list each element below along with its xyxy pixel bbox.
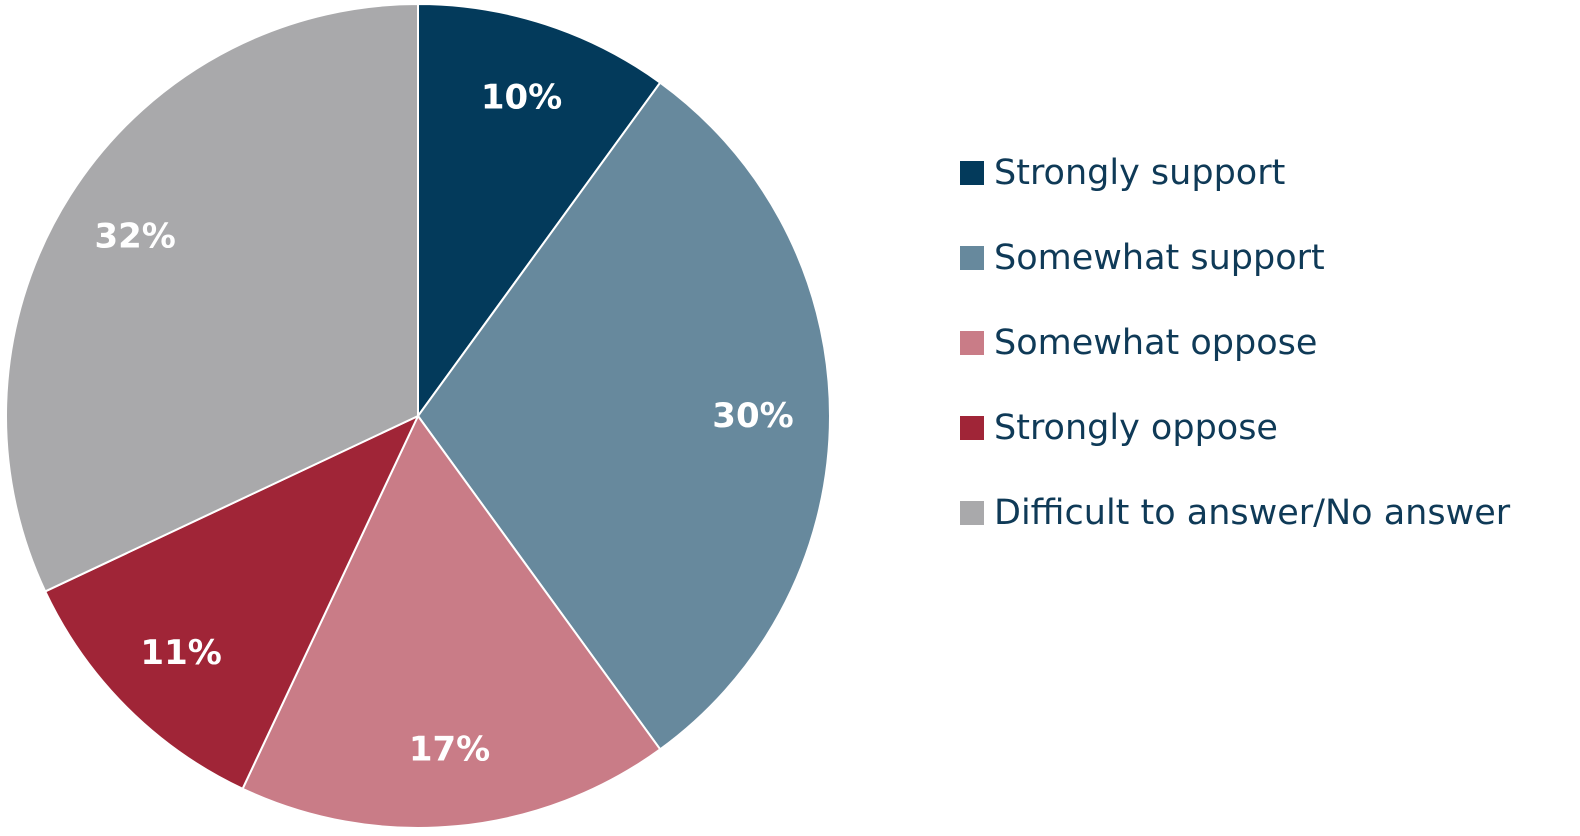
legend-item-somewhat-oppose: Somewhat oppose xyxy=(960,300,1510,385)
pie-slice-strongly-oppose xyxy=(43,413,421,791)
legend-label: Strongly support xyxy=(994,152,1286,193)
data-label: 30% xyxy=(712,396,793,436)
legend-label: Difficult to answer/No answer xyxy=(994,492,1511,533)
legend-item-difficult-to-answer: Difficult to answer/No answer xyxy=(960,470,1510,555)
legend-swatch xyxy=(960,245,984,270)
pie-slice-somewhat-support xyxy=(416,81,832,751)
pie-slice-somewhat-oppose xyxy=(241,414,662,829)
legend-label: Somewhat support xyxy=(994,237,1325,278)
legend-item-strongly-oppose: Strongly oppose xyxy=(960,385,1510,470)
pie-slice-strongly-support xyxy=(417,2,662,420)
legend-swatch xyxy=(960,500,984,525)
legend-item-strongly-support: Strongly support xyxy=(960,130,1510,215)
legend: Strongly support Somewhat support Somewh… xyxy=(960,130,1510,555)
pie-chart: 10% 30% 17% 11% 32% xyxy=(5,2,832,829)
legend-swatch xyxy=(960,330,984,355)
data-label: 17% xyxy=(409,730,490,770)
data-label: 11% xyxy=(140,633,221,673)
pie-slice-difficult-to-answer-no-answer xyxy=(5,2,419,593)
legend-item-somewhat-support: Somewhat support xyxy=(960,215,1510,300)
legend-label: Somewhat oppose xyxy=(994,322,1318,363)
data-label: 32% xyxy=(94,216,175,256)
legend-swatch xyxy=(960,160,984,185)
legend-swatch xyxy=(960,415,984,440)
data-label: 10% xyxy=(481,77,562,117)
legend-label: Strongly oppose xyxy=(994,407,1278,448)
